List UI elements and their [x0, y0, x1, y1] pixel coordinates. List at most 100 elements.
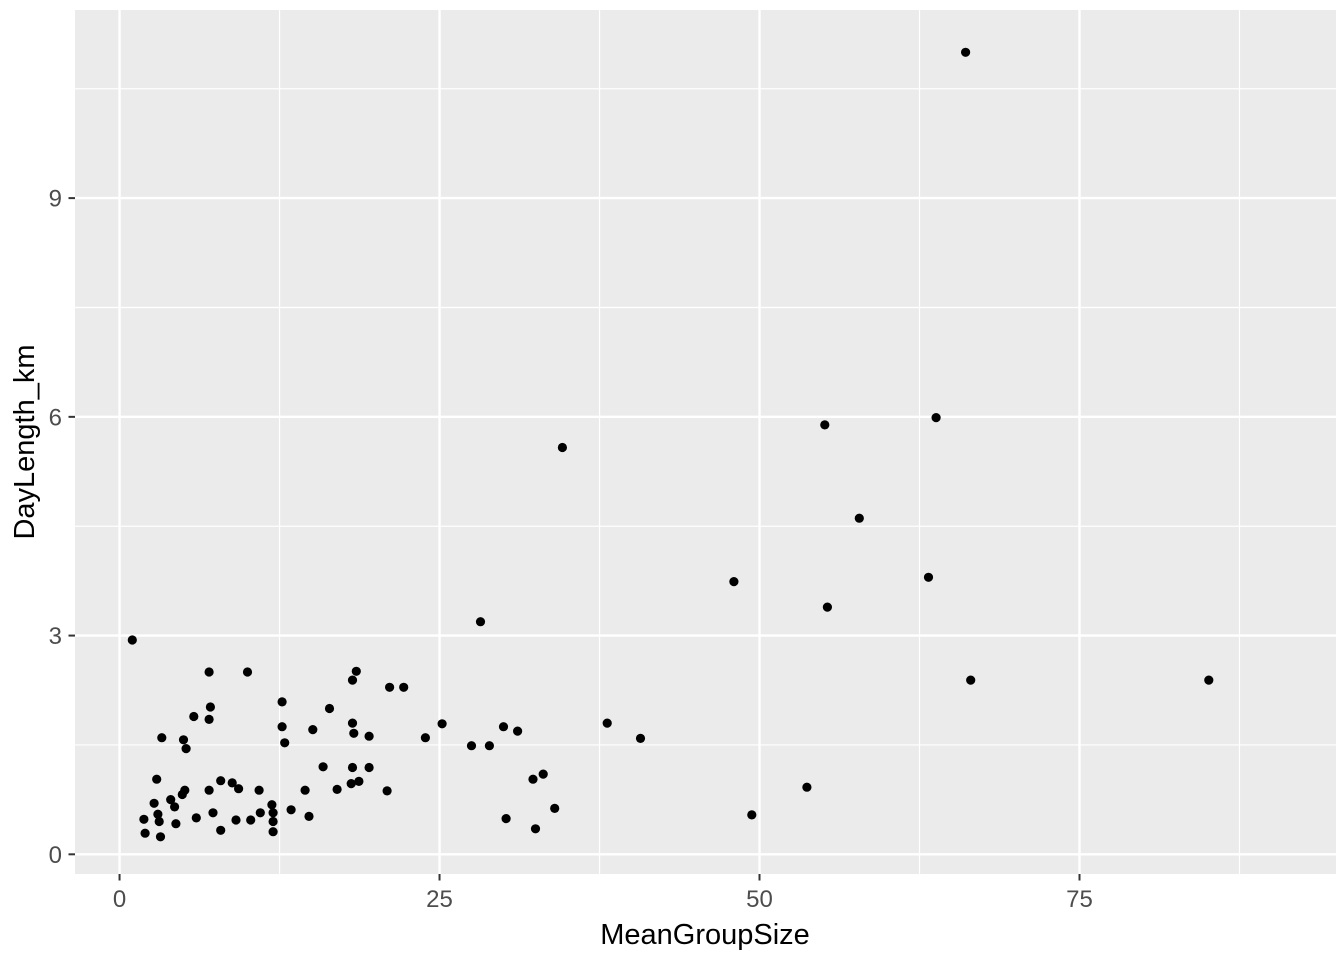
data-point	[139, 814, 149, 824]
data-point	[304, 811, 314, 822]
data-point	[191, 813, 201, 823]
major-gridlines	[75, 10, 1336, 874]
data-point	[1204, 675, 1214, 685]
data-point	[246, 815, 256, 825]
data-point	[354, 776, 364, 787]
data-point	[204, 667, 214, 677]
data-point	[180, 785, 190, 795]
data-point	[234, 784, 244, 794]
data-point	[280, 738, 290, 748]
data-point	[268, 827, 278, 837]
data-point	[170, 802, 180, 812]
data-point	[149, 798, 159, 808]
data-point	[931, 413, 941, 423]
data-point	[300, 785, 310, 795]
data-point	[364, 762, 374, 773]
data-point	[484, 741, 494, 751]
x-tick-label: 25	[426, 886, 453, 913]
x-tick-label: 50	[746, 886, 773, 913]
data-point	[157, 733, 167, 743]
data-point	[530, 824, 541, 834]
data-point	[399, 682, 409, 692]
data-point	[822, 602, 833, 612]
data-point	[286, 805, 296, 815]
data-point	[385, 682, 395, 692]
data-point	[277, 697, 287, 707]
data-point	[347, 675, 358, 685]
data-point	[268, 816, 278, 827]
data-point	[152, 774, 162, 784]
axis-tick-labels: 0 25 50 75 0 3 6 9	[49, 186, 1093, 913]
data-point	[277, 722, 287, 732]
data-point	[550, 803, 560, 814]
data-point	[351, 666, 361, 676]
data-point	[466, 741, 477, 751]
y-axis-title: DayLength_km	[9, 344, 41, 539]
data-point	[802, 782, 812, 792]
y-tick-label: 3	[49, 623, 62, 650]
data-point	[347, 718, 358, 728]
data-point	[178, 735, 189, 745]
data-point	[205, 702, 215, 712]
data-point	[538, 769, 548, 779]
data-point	[318, 762, 328, 772]
data-point	[513, 726, 523, 736]
data-point	[242, 667, 253, 677]
data-point	[181, 744, 191, 754]
data-point	[729, 577, 739, 587]
data-point	[153, 809, 163, 819]
data-point	[349, 728, 359, 738]
data-point	[208, 808, 218, 818]
data-point	[204, 785, 214, 795]
y-tick-label: 9	[49, 186, 62, 213]
data-point	[602, 718, 612, 728]
data-points	[127, 47, 1214, 842]
data-point	[231, 815, 241, 825]
axis-ticks	[68, 197, 1081, 881]
data-point	[747, 810, 757, 820]
data-point	[155, 832, 166, 842]
data-point	[324, 703, 335, 714]
data-point	[961, 47, 971, 57]
data-point	[364, 731, 374, 741]
data-point	[437, 719, 447, 729]
data-point	[498, 722, 509, 732]
data-point	[332, 784, 342, 795]
data-point	[501, 814, 511, 824]
data-point	[528, 774, 538, 784]
data-point	[227, 778, 237, 788]
data-point	[171, 819, 181, 829]
data-point	[127, 635, 137, 645]
data-point	[923, 572, 934, 582]
data-point	[166, 795, 176, 805]
data-point	[267, 800, 277, 810]
data-point	[254, 785, 264, 795]
data-point	[854, 513, 864, 523]
data-point	[154, 816, 164, 827]
data-point	[966, 675, 976, 685]
data-point	[635, 733, 646, 744]
data-point	[346, 779, 356, 789]
y-tick-label: 0	[49, 842, 62, 869]
data-point	[382, 786, 392, 796]
data-point	[204, 714, 214, 725]
x-axis-title: MeanGroupSize	[600, 919, 810, 951]
data-point	[557, 442, 568, 453]
data-point	[216, 825, 226, 835]
y-tick-label: 6	[49, 404, 62, 431]
data-point	[475, 617, 486, 627]
data-point	[255, 808, 265, 818]
data-point	[308, 725, 318, 735]
data-point	[420, 733, 430, 743]
data-point	[820, 420, 830, 430]
data-point	[140, 828, 150, 838]
data-point	[189, 711, 199, 722]
minor-gridlines	[75, 10, 1336, 874]
x-tick-label: 75	[1066, 886, 1093, 913]
data-point	[347, 762, 358, 773]
data-point	[268, 808, 278, 818]
data-point	[216, 776, 226, 786]
x-tick-label: 0	[113, 886, 126, 913]
